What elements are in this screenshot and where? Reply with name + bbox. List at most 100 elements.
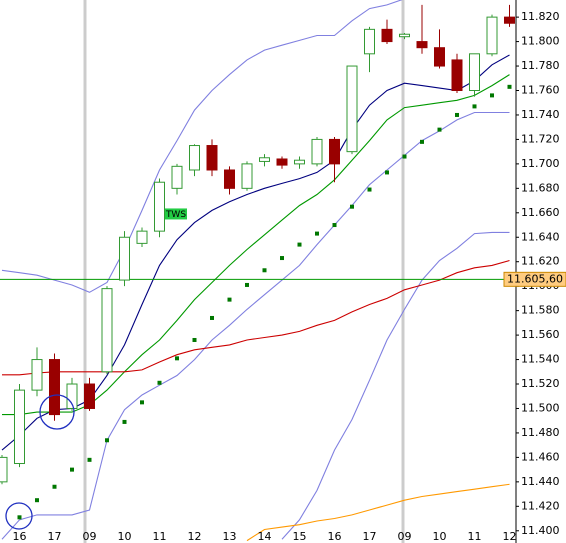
sar-dot <box>297 242 302 247</box>
x-tick-label: 17 <box>48 530 62 543</box>
candle-body <box>451 59 463 91</box>
y-tick-label: 11.660 <box>521 206 560 219</box>
y-tick-label: 11.520 <box>521 377 560 390</box>
candle-body <box>49 359 60 416</box>
highlight-circle <box>5 502 33 530</box>
candle-body <box>364 28 375 55</box>
candle-body <box>171 165 183 189</box>
y-tick-label: 11.400 <box>521 524 560 537</box>
sar-dot <box>192 337 197 342</box>
sar-dot <box>332 223 337 228</box>
y-tick-label: 11.740 <box>521 108 560 121</box>
x-tick-label: 10 <box>118 530 132 543</box>
candle-body <box>101 288 113 373</box>
sar-dot <box>175 356 179 361</box>
sar-dot <box>472 104 477 109</box>
x-tick-label: 17 <box>363 530 377 543</box>
sar-dot <box>507 84 512 89</box>
x-tick-label: 16 <box>328 530 342 543</box>
sar-dot <box>17 515 22 520</box>
sar-dot <box>455 112 459 117</box>
candle-body <box>399 33 410 38</box>
sar-dot <box>140 400 144 405</box>
y-tick-label: 11.500 <box>521 401 560 414</box>
annotation-box <box>165 208 187 220</box>
sar-dot <box>105 438 109 443</box>
sar-dot <box>210 315 214 320</box>
sar-dot <box>245 282 249 287</box>
x-tick-label: 12 <box>188 530 202 543</box>
y-tick-label: 11.620 <box>521 255 560 268</box>
x-tick-label: 15 <box>293 530 307 543</box>
x-tick-label: 09 <box>83 530 97 543</box>
y-tick-label: 11.460 <box>521 450 560 463</box>
plot-area: TWS <box>0 0 516 542</box>
candle-body <box>381 28 393 43</box>
sar-dot <box>35 498 39 503</box>
candle-body <box>504 16 515 24</box>
candle-body <box>434 47 445 67</box>
candle-body <box>119 236 130 281</box>
highlight-circle <box>39 394 75 430</box>
y-tick-label: 11.580 <box>521 304 560 317</box>
candle-body <box>259 157 270 162</box>
candle-body <box>346 65 358 153</box>
candle-body <box>224 169 235 189</box>
candle-body <box>469 53 480 91</box>
x-tick-label: 16 <box>13 530 27 543</box>
sar-dot <box>490 93 494 98</box>
y-tick-label: 11.720 <box>521 132 560 145</box>
candle-body <box>189 145 200 171</box>
y-tick-label: 11.780 <box>521 59 560 72</box>
price-tag <box>503 271 566 287</box>
sar-dot <box>420 139 424 144</box>
sar-dot <box>157 380 162 385</box>
candle-body <box>31 359 43 391</box>
y-tick-label: 11.440 <box>521 475 560 488</box>
candle-body <box>486 16 498 55</box>
sar-dot <box>367 187 372 192</box>
candle-body <box>0 456 8 483</box>
indicator-line <box>1 111 510 540</box>
y-tick-label: 11.640 <box>521 230 560 243</box>
indicator-line <box>281 231 510 540</box>
sar-dot <box>262 268 267 273</box>
sar-dot <box>350 204 354 209</box>
indicator-line <box>1 0 403 293</box>
candle-body <box>311 138 323 165</box>
sar-dot <box>315 231 319 236</box>
candle-body <box>294 159 305 165</box>
sar-dot <box>402 154 407 159</box>
y-tick-label: 11.760 <box>521 84 560 97</box>
y-tick-label: 11.560 <box>521 328 560 341</box>
y-tick-label: 11.680 <box>521 181 560 194</box>
sar-dot <box>70 467 74 472</box>
sar-dot <box>52 484 57 489</box>
sar-dot <box>87 457 92 462</box>
x-tick-label: 11 <box>153 530 167 543</box>
x-tick-label: 09 <box>398 530 412 543</box>
sar-dot <box>280 256 284 261</box>
x-tick-label: 13 <box>223 530 237 543</box>
candle-body <box>14 389 25 465</box>
candle-body <box>66 383 78 409</box>
sar-dot <box>437 127 442 132</box>
candle-body <box>329 138 340 165</box>
x-tick-label: 14 <box>258 530 272 543</box>
price-tag-label: 11.605,60 <box>507 272 563 285</box>
candle-body <box>154 181 165 232</box>
candle-body <box>416 41 428 49</box>
x-tick-label: 11 <box>468 530 482 543</box>
sar-dot <box>227 297 232 302</box>
candle-body <box>206 145 218 171</box>
y-tick-label: 11.540 <box>521 353 560 366</box>
y-tick-label: 11.700 <box>521 157 560 170</box>
candle-body <box>136 230 148 244</box>
sar-dot <box>385 170 389 175</box>
candle-body <box>84 383 95 409</box>
y-tick-label: 11.820 <box>521 10 560 23</box>
y-tick-label: 11.800 <box>521 35 560 48</box>
candle-body <box>241 163 253 189</box>
indicator-line <box>246 483 510 542</box>
